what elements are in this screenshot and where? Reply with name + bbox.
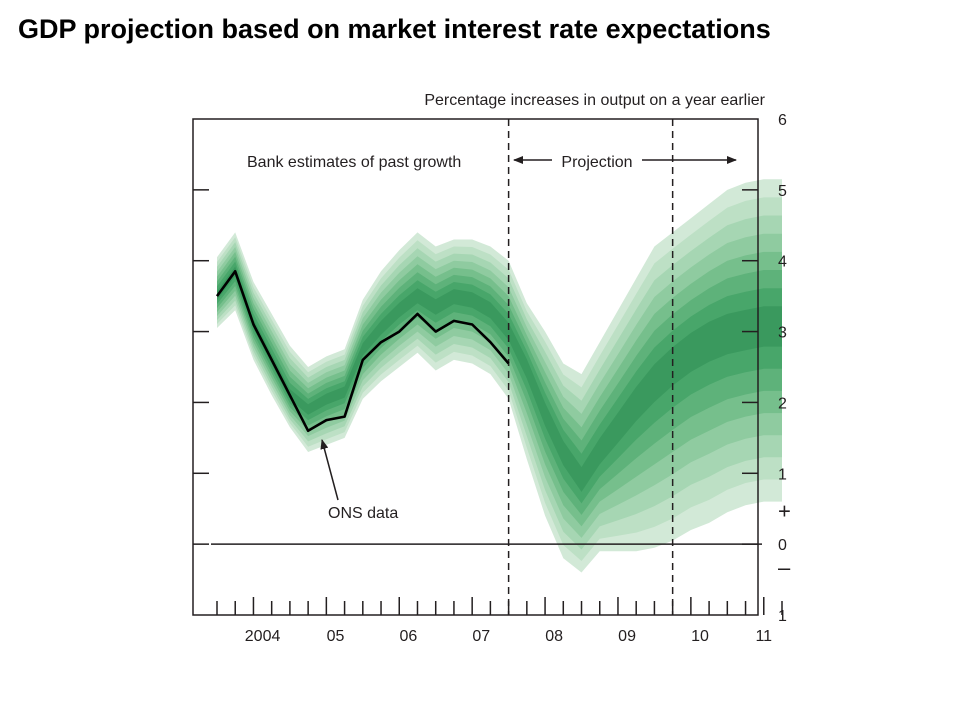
y-tick-label: 1	[778, 466, 787, 483]
y-tick-label: 3	[778, 325, 787, 342]
projection-annotation: Projection	[513, 154, 737, 171]
x-tick-label: 2004	[245, 628, 281, 645]
fan-band-5	[217, 251, 782, 527]
x-tick-label: 05	[327, 628, 345, 645]
y-axis-label: Percentage increases in output on a year…	[424, 92, 765, 109]
y-tick-label: 1	[778, 608, 787, 625]
y-tick-label: 4	[778, 254, 787, 271]
x-tick-label: 11	[755, 628, 772, 645]
past-growth-annotation: Bank estimates of past growth	[247, 154, 461, 171]
projection-label: Projection	[561, 154, 632, 171]
projection-divider-lines	[507, 119, 674, 615]
ons-data-label: ONS data	[328, 505, 398, 522]
y-tick-label: –	[778, 555, 791, 580]
x-tick-label: 10	[691, 628, 709, 645]
x-axis-ticks: 2004 05 06 07 08 09 10 11	[216, 597, 783, 645]
y-tick-label: 2	[778, 395, 787, 412]
ons-data-annotation: ONS data	[320, 439, 398, 522]
y-tick-label: 5	[778, 183, 787, 200]
y-axis-ticks: 6 5 4 3 2 1 +0– 1	[193, 112, 791, 625]
ons-data-line	[215, 269, 510, 433]
x-tick-label: 06	[399, 628, 417, 645]
fan-bands	[217, 179, 782, 573]
ons-pointer-arrow	[320, 439, 339, 501]
y-tick-label: 0	[778, 537, 787, 554]
x-tick-label: 08	[545, 628, 563, 645]
plot-frame	[192, 118, 759, 616]
x-tick-label: 07	[472, 628, 490, 645]
page-title: GDP projection based on market interest …	[18, 14, 771, 44]
y-tick-label: +	[778, 498, 791, 523]
fan-band-6	[217, 256, 782, 515]
fan-band-8	[217, 266, 782, 492]
y-tick-label: 6	[778, 112, 787, 129]
x-tick-label: 09	[618, 628, 636, 645]
